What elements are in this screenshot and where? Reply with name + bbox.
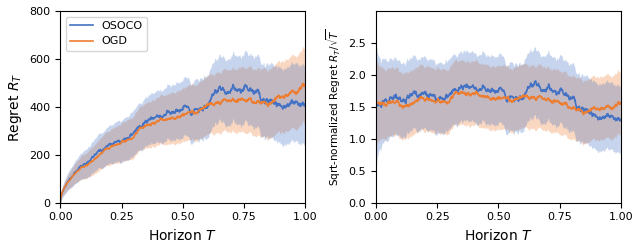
OGD [56,201,64,204]
OGD [156,120,163,122]
Y-axis label: Regret $R_T$: Regret $R_T$ [7,72,24,142]
Y-axis label: Sqrt-normalized Regret $R_T/\sqrt{T}$: Sqrt-normalized Regret $R_T/\sqrt{T}$ [324,28,343,186]
OGD [301,82,309,86]
OGD [81,164,89,167]
OSOCO [56,201,64,204]
X-axis label: Horizon $T$: Horizon $T$ [148,228,217,243]
OSOCO [229,83,237,86]
Line: OSOCO: OSOCO [60,84,305,202]
X-axis label: Horizon $T$: Horizon $T$ [464,228,532,243]
OSOCO [164,111,172,114]
OSOCO [81,163,89,166]
OGD [252,102,259,105]
OSOCO [248,89,255,92]
OGD [247,98,255,101]
OSOCO [156,116,163,118]
Line: OGD: OGD [60,83,305,202]
OGD [225,100,232,102]
OGD [164,117,172,120]
OSOCO [252,91,260,94]
OSOCO [225,92,232,94]
Legend: OSOCO, OGD: OSOCO, OGD [66,16,147,51]
OSOCO [301,102,309,106]
OGD [299,82,307,85]
